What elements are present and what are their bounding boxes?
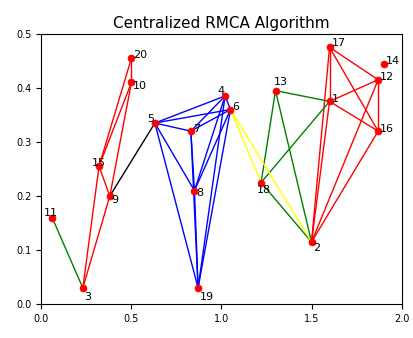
Text: 14: 14: [385, 56, 399, 66]
Text: 3: 3: [84, 292, 91, 301]
Text: 7: 7: [192, 124, 199, 134]
Text: 11: 11: [44, 208, 58, 218]
Text: 2: 2: [313, 243, 320, 254]
Text: 4: 4: [216, 86, 223, 96]
Text: 19: 19: [199, 292, 214, 301]
Text: 12: 12: [379, 72, 393, 82]
Text: 9: 9: [112, 195, 119, 205]
Text: 18: 18: [256, 185, 270, 195]
Text: 16: 16: [379, 124, 393, 134]
Text: 8: 8: [196, 188, 203, 198]
Title: Centralized RMCA Algorithm: Centralized RMCA Algorithm: [113, 16, 329, 31]
Text: 17: 17: [330, 38, 344, 48]
Text: 20: 20: [133, 50, 147, 61]
Text: 5: 5: [147, 114, 154, 124]
Text: 1: 1: [330, 94, 337, 104]
Text: 15: 15: [92, 158, 106, 168]
Text: 10: 10: [133, 81, 147, 91]
Text: 13: 13: [273, 77, 287, 87]
Text: 6: 6: [232, 102, 239, 112]
